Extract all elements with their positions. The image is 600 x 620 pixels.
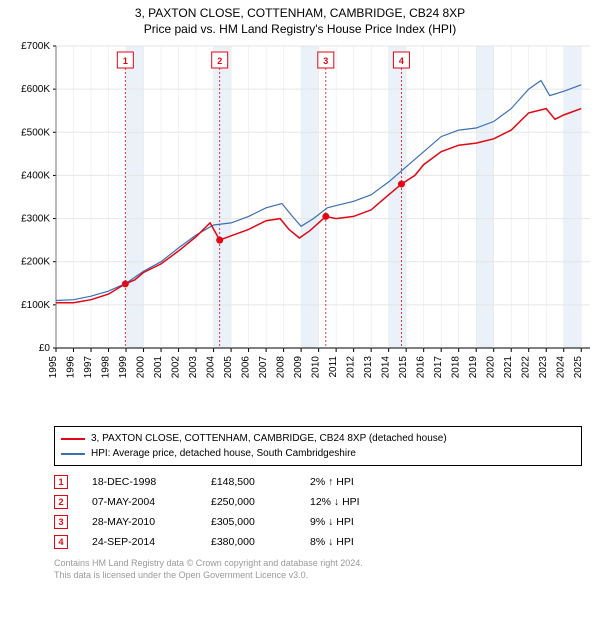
svg-text:2008: 2008 [276, 356, 287, 379]
svg-text:2: 2 [217, 56, 222, 66]
svg-text:2003: 2003 [188, 356, 199, 379]
svg-text:2007: 2007 [258, 356, 269, 379]
svg-text:1: 1 [123, 56, 128, 66]
transaction-date: 28-MAY-2010 [92, 516, 187, 528]
svg-text:1998: 1998 [101, 356, 112, 379]
svg-text:2012: 2012 [346, 356, 357, 379]
svg-text:4: 4 [399, 56, 404, 66]
table-row: 3 28-MAY-2010 £305,000 9% ↓ HPI [54, 512, 582, 532]
svg-text:£200K: £200K [21, 257, 50, 268]
transaction-marker: 4 [54, 535, 68, 549]
svg-text:1999: 1999 [118, 356, 129, 379]
svg-text:2006: 2006 [241, 356, 252, 379]
svg-text:£300K: £300K [21, 214, 50, 225]
svg-text:£600K: £600K [21, 84, 50, 95]
svg-text:2014: 2014 [381, 356, 392, 379]
legend-item: 3, PAXTON CLOSE, COTTENHAM, CAMBRIDGE, C… [61, 431, 575, 446]
transaction-delta: 8% ↓ HPI [310, 536, 420, 548]
chart-titles: 3, PAXTON CLOSE, COTTENHAM, CAMBRIDGE, C… [0, 0, 600, 38]
svg-text:2002: 2002 [171, 356, 182, 379]
transaction-delta: 2% ↑ HPI [310, 476, 420, 488]
transaction-price: £305,000 [211, 516, 286, 528]
svg-text:2024: 2024 [556, 356, 567, 379]
transaction-date: 24-SEP-2014 [92, 536, 187, 548]
svg-text:2021: 2021 [503, 356, 514, 379]
svg-text:£500K: £500K [21, 127, 50, 138]
transaction-marker: 1 [54, 475, 68, 489]
svg-text:2000: 2000 [136, 356, 147, 379]
svg-text:2001: 2001 [153, 356, 164, 379]
table-row: 1 18-DEC-1998 £148,500 2% ↑ HPI [54, 472, 582, 492]
svg-text:2005: 2005 [223, 356, 234, 379]
svg-text:2016: 2016 [416, 356, 427, 379]
legend-label: HPI: Average price, detached house, Sout… [91, 446, 356, 461]
svg-text:2013: 2013 [363, 356, 374, 379]
transaction-delta: 12% ↓ HPI [310, 496, 420, 508]
svg-text:2018: 2018 [451, 356, 462, 379]
svg-text:£0: £0 [39, 343, 51, 354]
svg-text:2004: 2004 [206, 356, 217, 379]
svg-text:2025: 2025 [573, 356, 584, 379]
transaction-price: £250,000 [211, 496, 286, 508]
legend: 3, PAXTON CLOSE, COTTENHAM, CAMBRIDGE, C… [54, 426, 582, 466]
svg-text:£400K: £400K [21, 170, 50, 181]
legend-swatch [61, 438, 85, 440]
price-chart: £0 £100K £200K £300K £400K £500K £600K £700K 199… [0, 38, 600, 418]
svg-text:2015: 2015 [398, 356, 409, 379]
chart-title-subtitle: Price paid vs. HM Land Registry's House … [8, 22, 592, 36]
svg-text:1997: 1997 [83, 356, 94, 379]
transaction-price: £380,000 [211, 536, 286, 548]
chart-title-address: 3, PAXTON CLOSE, COTTENHAM, CAMBRIDGE, C… [8, 6, 592, 20]
legend-swatch [61, 453, 85, 455]
svg-text:2017: 2017 [433, 356, 444, 379]
transaction-date: 07-MAY-2004 [92, 496, 187, 508]
svg-text:2023: 2023 [538, 356, 549, 379]
svg-text:2022: 2022 [521, 356, 532, 379]
attribution-line: This data is licensed under the Open Gov… [54, 570, 582, 582]
transaction-delta: 9% ↓ HPI [310, 516, 420, 528]
legend-label: 3, PAXTON CLOSE, COTTENHAM, CAMBRIDGE, C… [91, 431, 447, 446]
table-row: 4 24-SEP-2014 £380,000 8% ↓ HPI [54, 532, 582, 552]
svg-text:2010: 2010 [311, 356, 322, 379]
legend-item: HPI: Average price, detached house, Sout… [61, 446, 575, 461]
attribution: Contains HM Land Registry data © Crown c… [54, 558, 582, 581]
transactions-table: 1 18-DEC-1998 £148,500 2% ↑ HPI 2 07-MAY… [54, 472, 582, 552]
svg-text:2019: 2019 [468, 356, 479, 379]
svg-text:3: 3 [323, 56, 328, 66]
transaction-marker: 2 [54, 495, 68, 509]
svg-text:2011: 2011 [328, 356, 339, 378]
table-row: 2 07-MAY-2004 £250,000 12% ↓ HPI [54, 492, 582, 512]
attribution-line: Contains HM Land Registry data © Crown c… [54, 558, 582, 570]
transaction-date: 18-DEC-1998 [92, 476, 187, 488]
chart-container: 3, PAXTON CLOSE, COTTENHAM, CAMBRIDGE, C… [0, 0, 600, 581]
transaction-price: £148,500 [211, 476, 286, 488]
svg-text:£100K: £100K [21, 300, 50, 311]
svg-text:£700K: £700K [21, 41, 50, 52]
svg-text:2020: 2020 [486, 356, 497, 379]
svg-text:1996: 1996 [66, 356, 77, 379]
svg-text:1995: 1995 [48, 356, 59, 379]
transaction-marker: 3 [54, 515, 68, 529]
svg-text:2009: 2009 [293, 356, 304, 379]
